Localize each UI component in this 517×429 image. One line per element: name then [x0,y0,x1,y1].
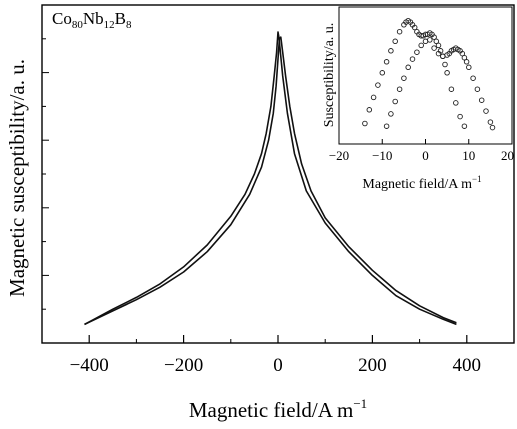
main-x-tick-label: 200 [358,355,387,376]
inset-point-series-1 [433,38,440,45]
inset-x-ticks: −20 −10 0 10 20 [329,139,514,163]
inset-x-tick-label: −20 [329,148,349,163]
composition-subscript-2: 12 [104,19,115,31]
inset-point-series-2 [470,75,476,81]
inset-point-series-2 [392,98,398,105]
main-series-line-2 [84,36,457,326]
inset-point-series-1 [448,86,455,92]
inset-point-series-2 [427,37,433,43]
inset-point-series-1 [383,59,390,65]
main-x-ticks: −400 −200 0 200 400 [41,335,515,376]
inset-point-series-1 [396,28,403,35]
inset-x-axis-label-sup: −1 [472,174,482,184]
main-x-tick-label: −400 [70,355,109,376]
inset-point-series-2 [483,108,489,114]
main-y-ticks [42,38,49,310]
inset-point-series-1 [362,120,368,127]
inset-x-tick-label: 20 [501,148,514,163]
inset-point-series-2 [435,50,442,57]
inset-x-tick-label: 0 [422,148,429,163]
main-series-line-1 [84,31,457,326]
inset-point-series-1 [444,70,450,76]
main-x-axis-label: Magnetic field/A m−1 [189,396,367,422]
inset-point-series-2 [414,49,420,55]
inset-point-series-2 [489,124,496,131]
inset-point-series-2 [405,64,411,71]
inset-point-series-2 [383,123,390,129]
inset-point-series-1 [457,113,463,120]
inset-point-series-2 [418,42,424,49]
composition-element-1: Co [52,9,72,28]
inset-point-series-1 [379,70,386,76]
inset-x-tick-label: −10 [372,148,392,163]
inset-series-group [362,17,496,131]
composition-subscript-1: 80 [72,19,84,31]
inset-point-series-2 [487,119,494,125]
main-x-tick-label: 400 [453,355,482,376]
composition-subscript-3: 8 [126,19,132,31]
inset-point-series-2 [463,59,470,65]
inset-point-series-1 [388,48,394,54]
inset-x-tick-label: 10 [462,148,475,163]
main-x-tick-label: −200 [164,355,203,376]
inset-point-series-2 [409,56,416,62]
composition-label: Co80Nb12B8 [52,9,132,31]
main-y-axis-label: Magnetic susceptibility/a. u. [5,59,29,297]
main-series-group [84,31,457,326]
inset-point-series-1 [411,24,418,31]
inset-point-series-1 [461,123,468,129]
inset-point-series-1 [375,82,381,88]
inset-point-series-1 [435,42,442,49]
inset-x-axis-label: Magnetic field/A m−1 [362,174,481,192]
inset-point-series-2 [474,86,481,92]
composition-element-2: Nb [83,9,104,28]
inset-point-series-1 [453,100,459,106]
inset-point-series-2 [396,86,403,92]
inset-background [339,7,512,144]
inset-point-series-1 [431,34,437,40]
inset-point-series-1 [370,94,377,101]
main-x-tick-label: 0 [273,355,283,376]
inset-x-axis-label-text: Magnetic field/A m [362,177,472,192]
composition-element-3: B [115,9,126,28]
inset-point-series-1 [366,107,373,113]
inset-point-series-1 [442,61,448,68]
main-x-axis-label-sup: −1 [353,396,367,411]
inset-point-series-2 [401,75,407,81]
inset-point-series-1 [392,38,398,45]
inset-point-series-2 [478,97,485,103]
inset-point-series-2 [459,50,466,57]
inset-point-series-2 [388,111,394,117]
main-x-axis-label-text: Magnetic field/A m [189,398,353,422]
inset-point-series-2 [461,54,468,61]
inset-point-series-2 [431,45,437,51]
inset-point-series-2 [466,64,472,71]
inset-y-axis-label: Susceptibility/a. u. [322,23,337,128]
